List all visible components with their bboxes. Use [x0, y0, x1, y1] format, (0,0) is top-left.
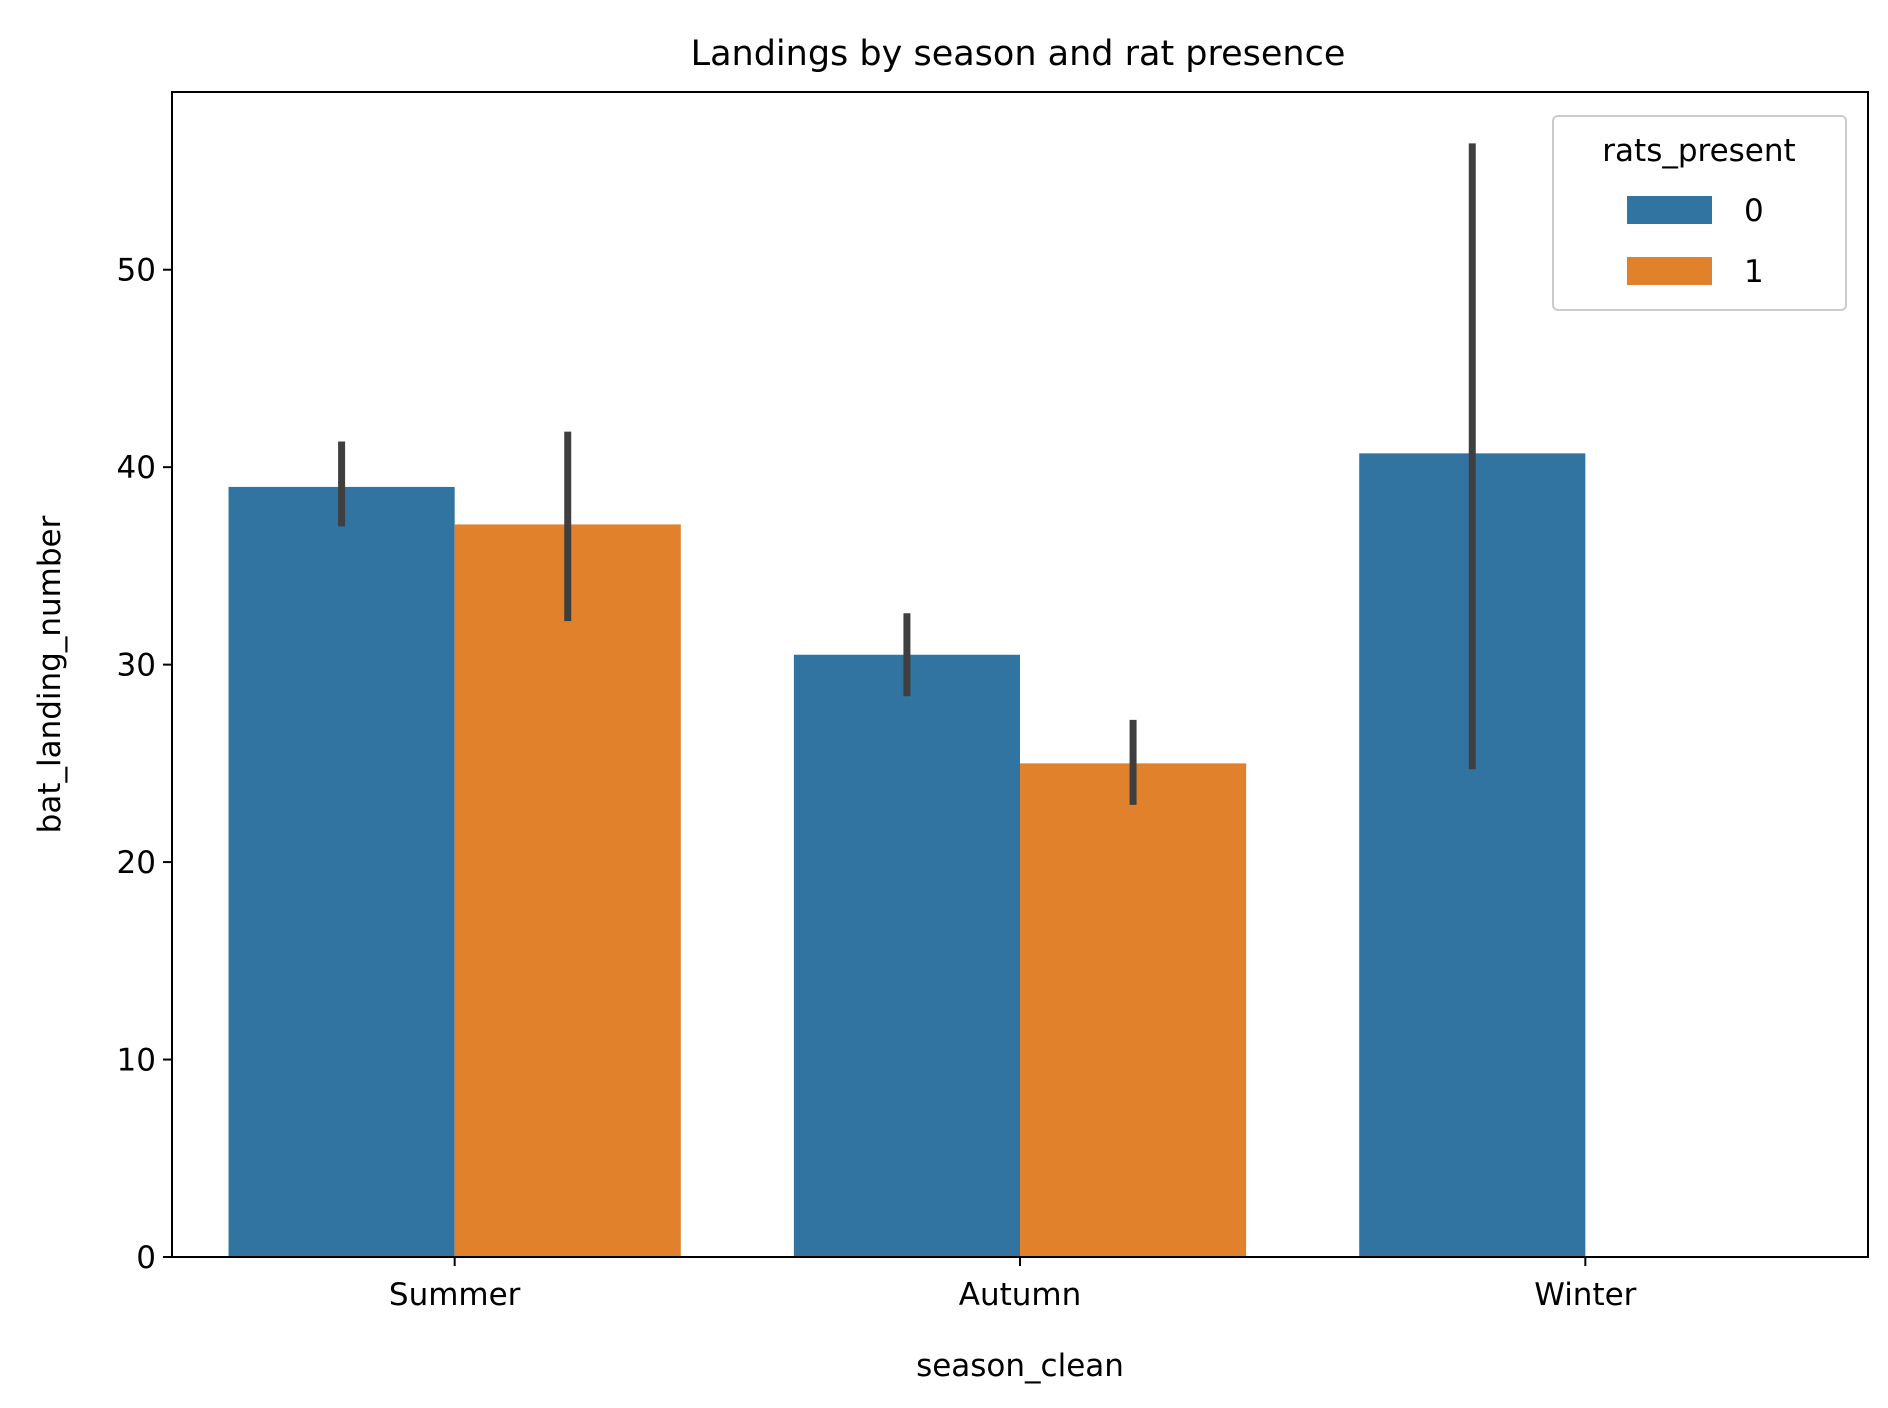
- errorbars-layer: [338, 143, 1476, 805]
- y-axis-ticks: 0 10 20 30 40 50: [117, 253, 172, 1276]
- x-axis-ticks: Summer Autumn Winter: [389, 1257, 1637, 1313]
- x-tick-label: Autumn: [959, 1277, 1082, 1313]
- x-tick-label: Summer: [389, 1277, 521, 1313]
- chart-title: Landings by season and rat presence: [691, 34, 1346, 74]
- legend-label-1: 1: [1744, 254, 1764, 290]
- y-tick-label: 0: [136, 1240, 156, 1276]
- y-axis-label: bat_landing_number: [32, 515, 68, 833]
- y-tick-label: 20: [117, 845, 156, 881]
- y-tick-label: 40: [117, 450, 156, 486]
- y-tick-label: 10: [117, 1043, 156, 1079]
- bars-layer: [228, 453, 1586, 1258]
- bar-summer-series-0: [228, 486, 455, 1257]
- bar-autumn-series-1: [1020, 763, 1247, 1257]
- legend-swatch-1: [1627, 257, 1712, 285]
- legend-title: rats_present: [1602, 133, 1795, 169]
- y-tick-label: 50: [117, 253, 156, 289]
- legend-label-0: 0: [1744, 193, 1764, 229]
- x-tick-label: Winter: [1534, 1277, 1636, 1313]
- x-axis-label: season_clean: [916, 1348, 1124, 1384]
- legend: rats_present 0 1: [1552, 115, 1847, 311]
- bar-summer-series-1: [454, 524, 681, 1257]
- legend-swatch-0: [1627, 196, 1712, 224]
- bar-autumn-series-0: [793, 654, 1020, 1257]
- y-tick-label: 30: [117, 648, 156, 684]
